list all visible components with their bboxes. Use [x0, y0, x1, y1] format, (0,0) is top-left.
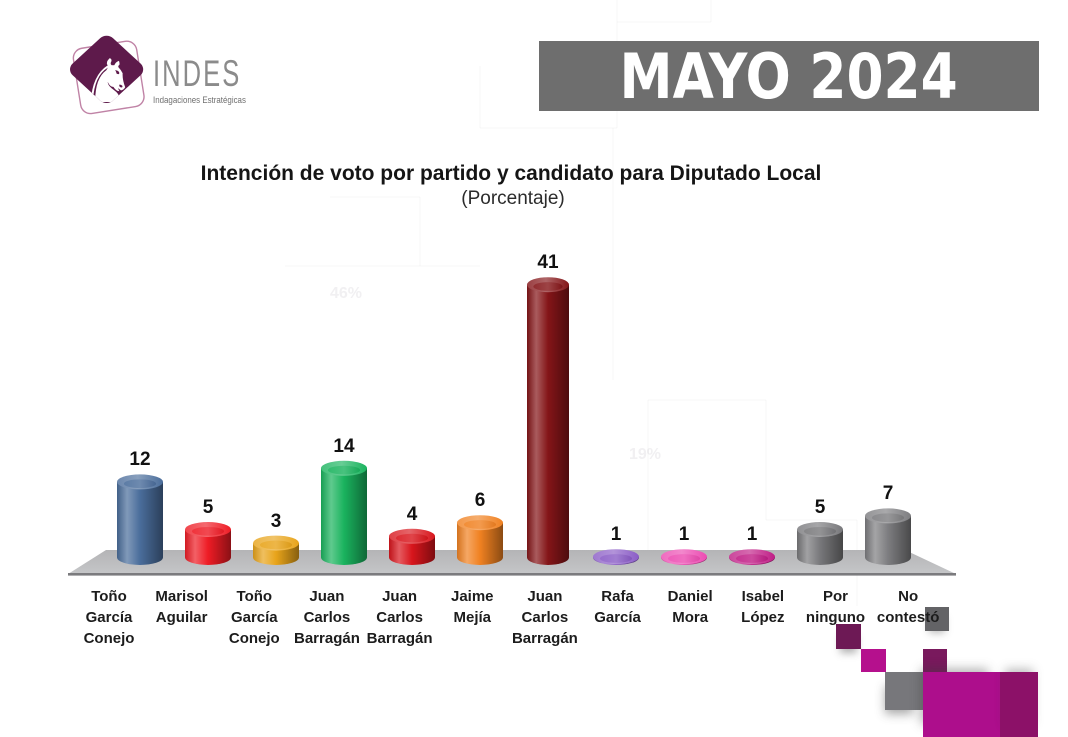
bar-cylinder: [527, 277, 569, 565]
logo-name: INDES: [153, 53, 242, 94]
bar-value-label: 7: [882, 483, 894, 505]
bar-category-label: Isabel López: [741, 588, 785, 626]
mosaic-square: [836, 624, 861, 649]
bar-cylinder: [321, 460, 367, 565]
bar-value-label: 12: [129, 449, 151, 471]
bar-category-label: Juan Carlos Barragán: [366, 588, 433, 647]
bar-category-label: No contestó: [876, 588, 940, 626]
bar-value-label: 14: [333, 435, 355, 457]
bar-category-label: Rafa García: [594, 588, 641, 626]
bar-category-label: Toño García Conejo: [83, 588, 135, 647]
chart-subtitle: (Porcentaje): [461, 188, 565, 209]
mosaic-square: [923, 672, 1000, 737]
bar-value-label: 41: [537, 252, 559, 274]
bar-value-label: 3: [270, 510, 282, 532]
logo-mark-icon: ♞: [70, 35, 145, 115]
chart-floor-edge: [68, 573, 956, 576]
faded-watermark-label: 46%: [329, 285, 363, 302]
bar-cylinder: [797, 522, 843, 565]
bar-category-label: Juan Carlos Barragán: [511, 588, 578, 647]
mosaic-square: [1000, 672, 1038, 737]
faded-watermark-label: 19%: [628, 446, 662, 463]
logo-tagline: Indagaciones Estratégicas: [153, 95, 246, 105]
month-banner-text: MAYO 2024: [619, 39, 959, 113]
bar-category-label: Por ninguno: [805, 588, 866, 626]
bar-category-label: Marisol Aguilar: [155, 588, 208, 626]
bar-value-label: 5: [202, 497, 214, 518]
bar-cylinder: [185, 522, 231, 565]
bar-cylinder: [729, 549, 775, 565]
mosaic-square: [885, 672, 923, 710]
bar-cylinder: [593, 549, 639, 565]
bar-value-label: 6: [474, 490, 486, 512]
bar-cylinder: [457, 515, 503, 565]
bar-cylinder: [389, 528, 435, 565]
chart-title: Intención de voto por partido y candidat…: [200, 162, 822, 185]
bar-cylinder: [253, 535, 299, 565]
bar-cylinder: [661, 549, 707, 565]
bar-cylinder: [117, 474, 163, 565]
bar-value-label: 5: [814, 497, 826, 518]
mosaic-square: [861, 649, 886, 672]
mosaic-square: [925, 607, 949, 631]
bar-category-label: Jaime Mejía: [450, 588, 494, 626]
bar-category-label: Toño García Conejo: [228, 588, 280, 647]
bar-category-label: Juan Carlos Barragán: [294, 588, 360, 647]
bar-value-label: 1: [678, 524, 690, 546]
bar-value-label: 4: [406, 503, 418, 525]
mosaic-square: [923, 649, 947, 672]
bar-value-label: 1: [610, 524, 622, 546]
bar-cylinder: [865, 508, 911, 565]
logo: ♞ INDES Indagaciones Estratégicas: [56, 22, 316, 122]
month-banner: MAYO 2024: [539, 39, 1039, 113]
bar-value-label: 1: [746, 524, 758, 546]
bar-category-label: Daniel Mora: [667, 588, 713, 626]
